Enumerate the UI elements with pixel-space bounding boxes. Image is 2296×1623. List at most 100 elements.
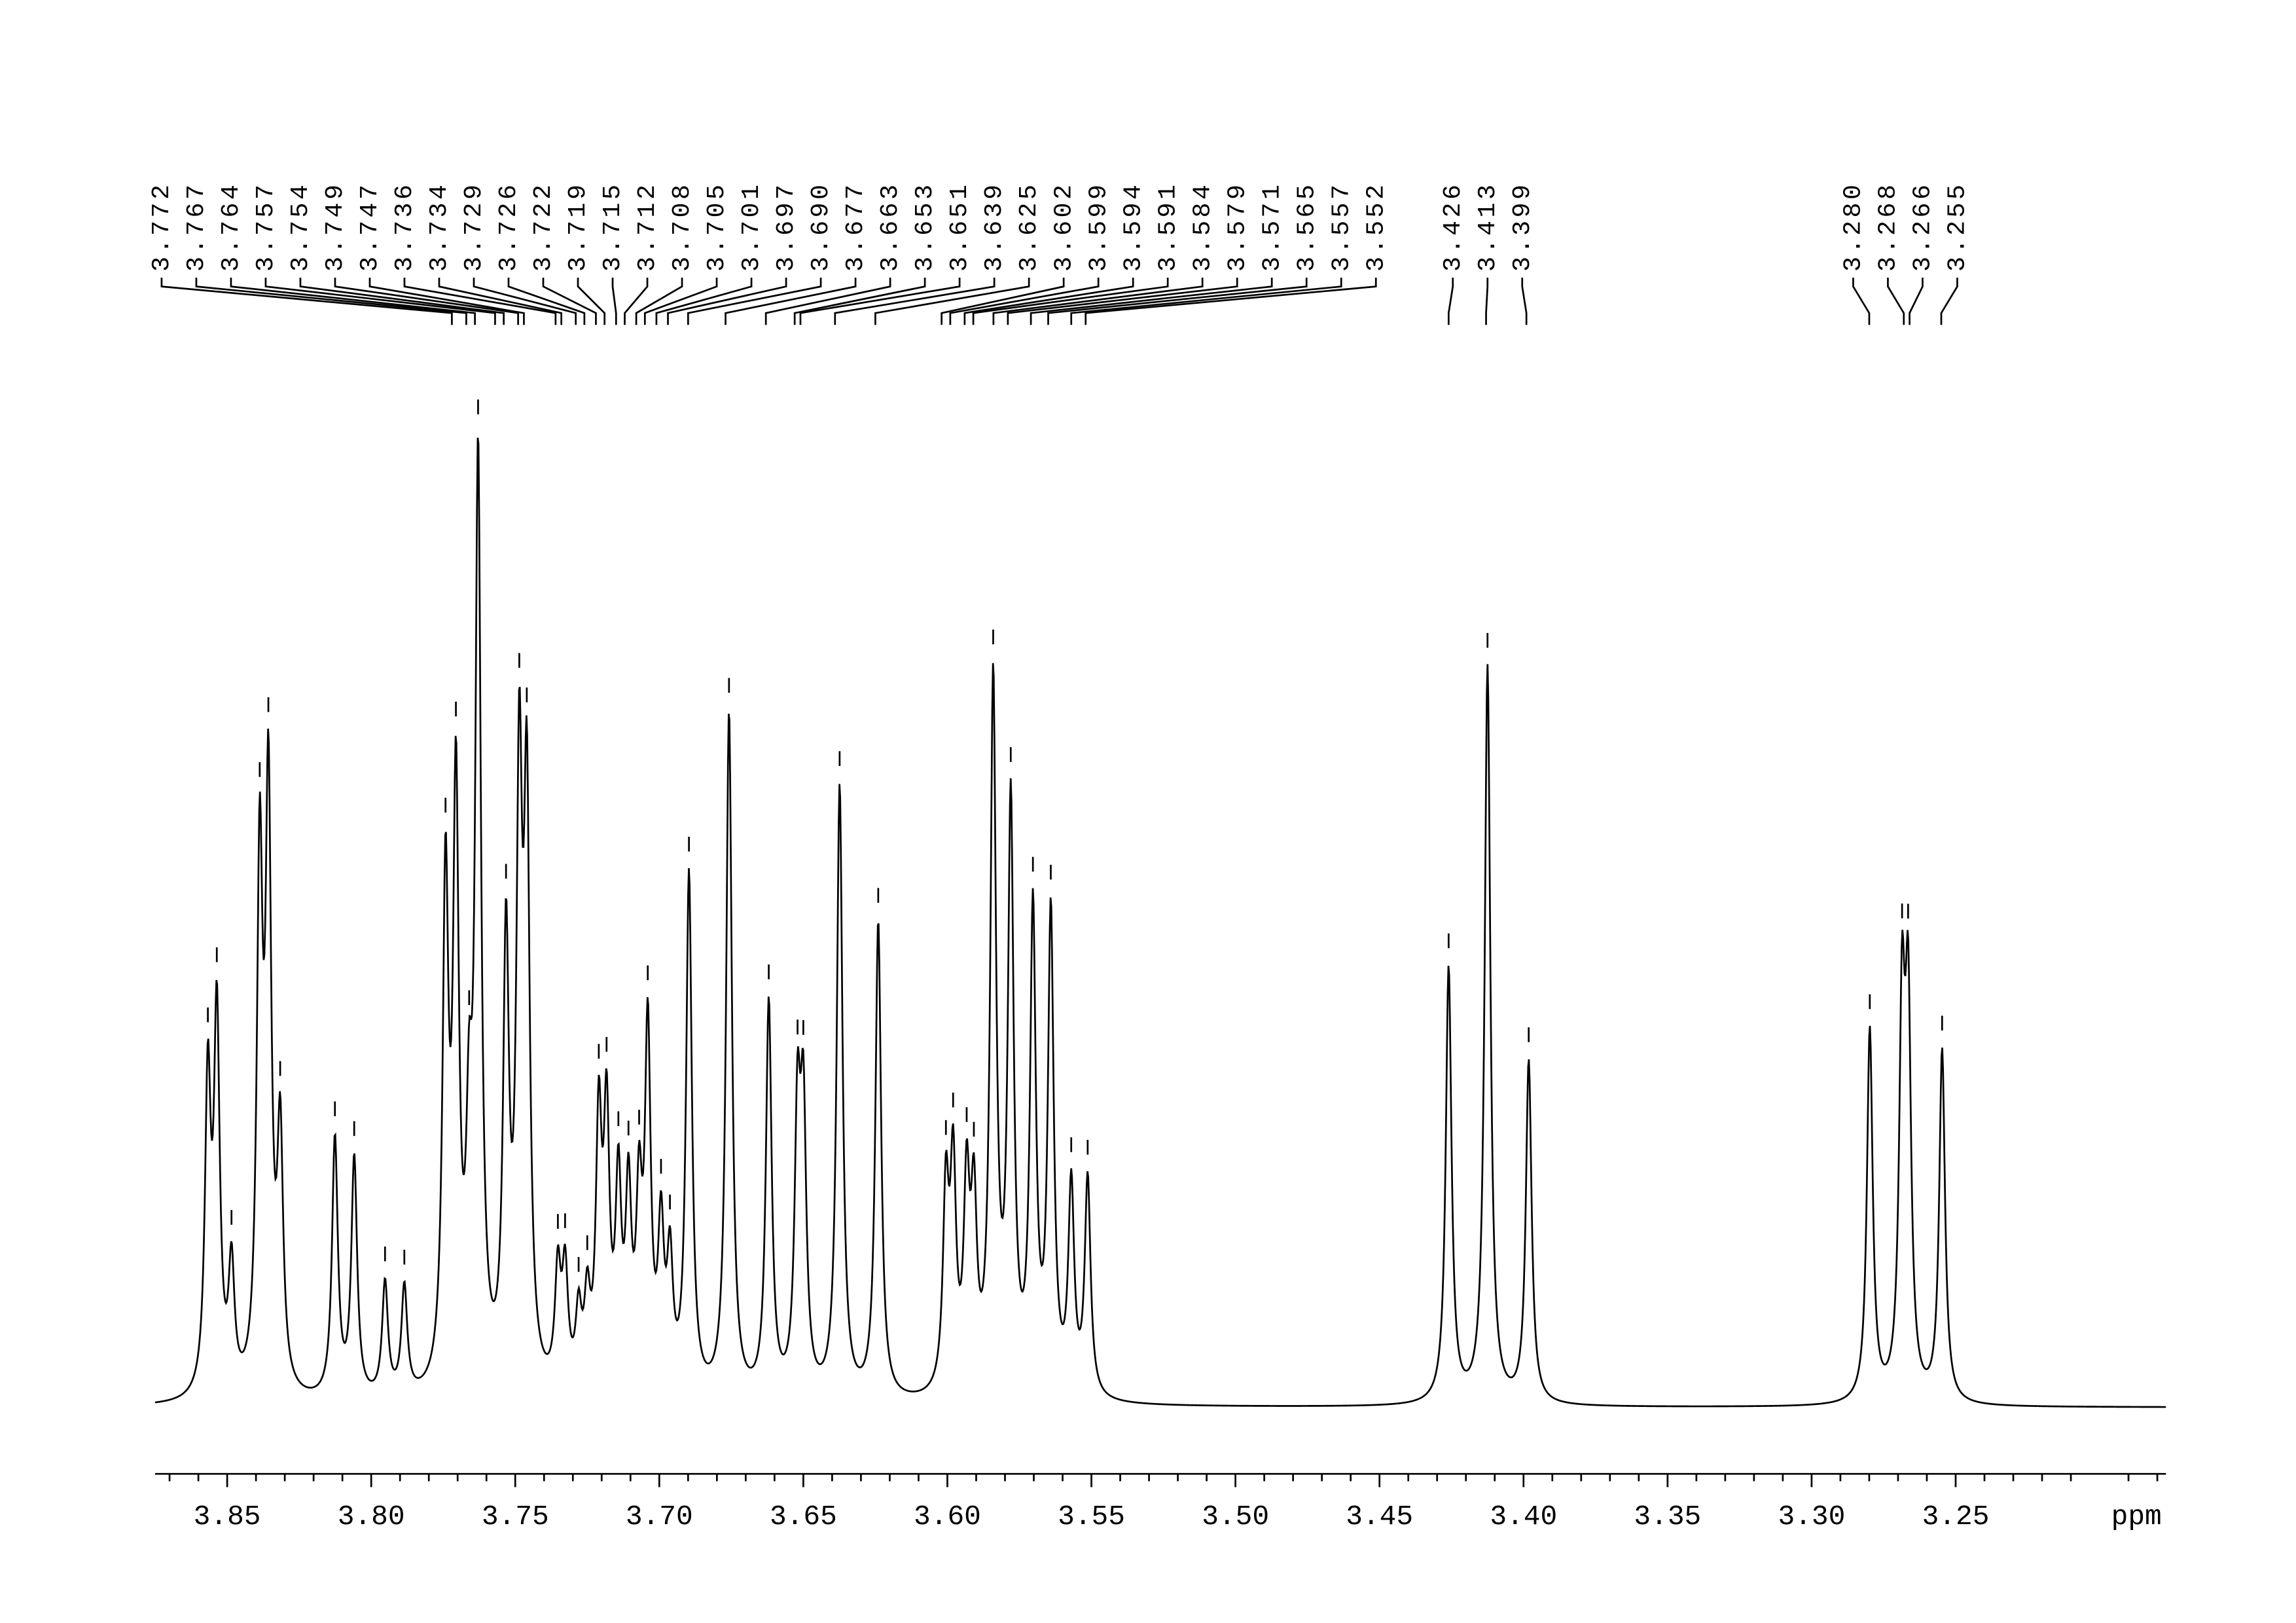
peak-label: 3.708 xyxy=(668,181,696,272)
x-tick-label: 3.25 xyxy=(1922,1501,1990,1533)
peak-label: 3.280 xyxy=(1839,181,1868,272)
peak-label-leader xyxy=(655,278,753,325)
peak-label-leader xyxy=(1085,278,1377,325)
peak-label-leader xyxy=(725,278,857,325)
peak-label-leader xyxy=(368,278,525,325)
peak-label: 3.653 xyxy=(910,181,939,272)
x-tick-label: 3.30 xyxy=(1778,1501,1845,1533)
peak-label-leader xyxy=(1485,278,1489,325)
peak-label-leader xyxy=(624,278,649,325)
peak-label: 3.715 xyxy=(598,181,627,272)
peak-label-leader xyxy=(334,278,519,325)
peak-label: 3.639 xyxy=(980,181,1009,272)
peak-label-leader xyxy=(1447,278,1454,325)
peak-label-leader xyxy=(799,278,961,325)
peak-label-leader xyxy=(160,278,453,325)
peak-label: 3.701 xyxy=(737,181,766,272)
peak-label: 3.571 xyxy=(1257,181,1286,272)
peak-label: 3.599 xyxy=(1084,181,1113,272)
peak-label: 3.764 xyxy=(217,181,245,272)
peak-label-leader xyxy=(687,278,822,325)
peak-label-leader xyxy=(963,278,1134,325)
x-tick-label: 3.35 xyxy=(1634,1501,1701,1533)
x-tick-label: 3.85 xyxy=(194,1501,261,1533)
peak-label: 3.268 xyxy=(1874,181,1903,272)
peak-label: 3.579 xyxy=(1223,181,1251,272)
peak-label: 3.754 xyxy=(286,181,315,272)
peak-label: 3.747 xyxy=(355,181,384,272)
peak-label-leader xyxy=(1007,278,1238,325)
x-tick-label: 3.75 xyxy=(482,1501,549,1533)
x-tick-label: 3.45 xyxy=(1346,1501,1413,1533)
peak-label: 3.726 xyxy=(494,181,523,272)
peak-label: 3.690 xyxy=(806,181,835,272)
peak-label: 3.651 xyxy=(945,181,974,272)
peak-label-leader xyxy=(473,278,577,325)
peak-label-leader xyxy=(667,278,787,325)
x-tick-label: 3.70 xyxy=(626,1501,693,1533)
peak-label-leader xyxy=(230,278,476,325)
peak-label: 3.719 xyxy=(564,181,592,272)
x-tick-label: 3.50 xyxy=(1202,1501,1269,1533)
peak-label-leader xyxy=(793,278,926,325)
peak-label: 3.625 xyxy=(1014,181,1043,272)
peak-label: 3.734 xyxy=(425,181,454,272)
peak-label: 3.722 xyxy=(529,181,558,272)
peak-label: 3.565 xyxy=(1292,181,1321,272)
peak-label-leader xyxy=(764,278,891,325)
peak-label-leader xyxy=(438,278,563,325)
peak-label: 3.557 xyxy=(1327,181,1355,272)
peak-label: 3.697 xyxy=(772,181,800,272)
peak-label-leader xyxy=(1030,278,1273,325)
peak-label-leader xyxy=(635,278,683,325)
peak-label-leader xyxy=(874,278,1030,325)
peak-label-leader xyxy=(1852,278,1871,325)
peak-label-leader xyxy=(1887,278,1905,325)
peak-label-leader xyxy=(264,278,496,325)
peak-label-leader xyxy=(1070,278,1342,325)
peak-label-leader xyxy=(834,278,996,325)
peak-label-leader xyxy=(643,278,718,325)
peak-label-leader xyxy=(1521,278,1528,325)
peak-label: 3.591 xyxy=(1153,181,1182,272)
peak-label: 3.677 xyxy=(841,181,870,272)
peak-label: 3.705 xyxy=(702,181,731,272)
peak-label-leader xyxy=(611,278,617,325)
peak-label: 3.772 xyxy=(147,181,176,272)
x-axis-label: ppm xyxy=(2111,1501,2162,1533)
spectrum xyxy=(154,437,2166,1408)
peak-label: 3.749 xyxy=(321,181,350,272)
peak-label: 3.663 xyxy=(876,181,905,272)
peak-label-leader xyxy=(542,278,597,325)
peak-label-leader xyxy=(577,278,606,325)
peak-label: 3.594 xyxy=(1119,181,1147,272)
peak-label-leader xyxy=(195,278,467,325)
peak-label-leader xyxy=(992,278,1204,325)
peak-label-leader xyxy=(507,278,586,325)
peak-label: 3.584 xyxy=(1188,181,1217,272)
peak-label-leader xyxy=(403,278,557,325)
peak-label: 3.266 xyxy=(1909,181,1937,272)
peak-label-leader xyxy=(1940,278,1958,325)
peak-label: 3.413 xyxy=(1473,181,1502,272)
peak-label-leader xyxy=(1909,278,1924,325)
peak-label-leader xyxy=(972,278,1169,325)
peak-label: 3.736 xyxy=(390,181,419,272)
x-tick-label: 3.65 xyxy=(770,1501,837,1533)
x-tick-label: 3.60 xyxy=(914,1501,981,1533)
x-tick-label: 3.80 xyxy=(338,1501,405,1533)
peak-label: 3.757 xyxy=(251,181,280,272)
x-tick-label: 3.40 xyxy=(1490,1501,1557,1533)
peak-label: 3.712 xyxy=(633,181,662,272)
peak-label: 3.255 xyxy=(1943,181,1972,272)
peak-label-leader xyxy=(941,278,1065,325)
peak-label: 3.426 xyxy=(1439,181,1467,272)
peak-label: 3.399 xyxy=(1508,181,1537,272)
peak-label-leader xyxy=(1047,278,1308,325)
peak-label-leader xyxy=(949,278,1100,325)
peak-label-leader xyxy=(299,278,505,325)
peak-label: 3.729 xyxy=(459,181,488,272)
peak-label: 3.552 xyxy=(1361,181,1390,272)
peak-label: 3.602 xyxy=(1049,181,1078,272)
